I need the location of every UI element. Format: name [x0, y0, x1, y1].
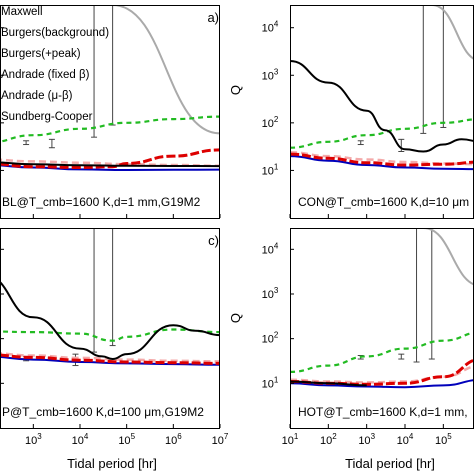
- series-line-3-burgers-peak-: [290, 358, 474, 386]
- x-tick-label-2-2: 103: [25, 432, 42, 447]
- series-line-3-maxwell: [290, 380, 367, 387]
- series-line-1-sundberg-cooper: [431, 5, 474, 60]
- series-line-2-andrade-: [0, 352, 220, 363]
- annotation-d: HOT@T_cmb=1600 K,d=1 mm,: [298, 405, 468, 419]
- x-tick-label-3-4: 105: [435, 432, 452, 447]
- y-tick-exponent-3-1: 2: [274, 331, 279, 340]
- series-line-1-burgers-peak-: [290, 152, 474, 167]
- series-line-1-maxwell: [290, 60, 474, 153]
- panel-1-plot: [290, 5, 474, 171]
- panel-frame-0: [0, 5, 220, 219]
- series-line-2-maxwell: [0, 280, 220, 361]
- x-tick-exponent-2-5: 6: [177, 432, 182, 441]
- series-line-1-burgers-background-: [290, 155, 474, 171]
- x-tick-label-3-0: 101: [282, 432, 299, 447]
- series-line-0-burgers-peak-: [0, 148, 220, 170]
- y-tick-label-1-1: 102: [262, 115, 279, 130]
- ylabel-bottom: Q: [228, 313, 243, 323]
- y-tick-exponent-1-2: 3: [274, 67, 279, 76]
- x-tick-label-2-6: 107: [212, 432, 229, 447]
- series-line-0-burgers-background-: [0, 164, 220, 172]
- y-tick-exponent-1-1: 2: [274, 115, 279, 124]
- x-tick-label-2-3: 104: [72, 432, 89, 447]
- panel-2-plot: [0, 228, 220, 367]
- ylabel-top: Q: [228, 85, 243, 95]
- y-tick-label-3-3: 104: [262, 241, 279, 256]
- panel-letter-a: a): [207, 10, 219, 25]
- x-tick-exponent-3-0: 1: [294, 432, 299, 441]
- series-line-2-burgers-peak-: [0, 353, 220, 365]
- panel-3-plot: [290, 228, 474, 389]
- x-tick-label-3-2: 103: [358, 432, 375, 447]
- legend: Maxwell Burgers(background) Burgers(+pea…: [1, 6, 109, 123]
- x-tick-label-2-4: 105: [118, 432, 135, 447]
- xlabel-left: Tidal period [hr]: [67, 456, 157, 471]
- y-tick-exponent-1-0: 1: [274, 162, 279, 171]
- series-line-2-andrade-fixed-: [0, 328, 220, 342]
- y-tick-exponent-3-3: 4: [274, 241, 279, 250]
- panel-0-plot: [0, 5, 220, 172]
- x-tick-exponent-3-1: 2: [332, 432, 337, 441]
- panel-frame-2: [0, 228, 220, 429]
- y-tick-label-1-2: 103: [262, 67, 279, 82]
- legend-entry-sundberg-cooper: Sundberg-Cooper: [1, 111, 93, 123]
- x-tick-exponent-2-4: 5: [131, 432, 136, 441]
- series-line-0-maxwell: [0, 161, 220, 168]
- y-tick-label-1-3: 104: [262, 20, 279, 35]
- x-tick-label-3-1: 102: [320, 432, 337, 447]
- series-line-3-burgers-background-: [290, 379, 474, 389]
- x-tick-exponent-3-2: 3: [371, 432, 376, 441]
- annotation-b: CON@T_cmb=1600 K,d=10 μm: [298, 195, 469, 209]
- y-tick-label-3-0: 101: [262, 375, 279, 390]
- panel-frame-3: [290, 228, 474, 429]
- legend-entry-andrade-mu-beta: Andrade (μ-β): [1, 90, 73, 102]
- y-tick-label-3-1: 102: [262, 331, 279, 346]
- x-tick-label-3-3: 104: [397, 432, 414, 447]
- legend-entry-burgers-background: Burgers(background): [1, 27, 109, 39]
- panel-letter-c: c): [208, 233, 219, 248]
- y-tick-exponent-1-3: 4: [274, 20, 279, 29]
- x-tick-exponent-2-3: 4: [84, 432, 89, 441]
- series-line-3-andrade-fixed-: [290, 331, 474, 373]
- series-line-0-sundberg-cooper: [112, 5, 220, 135]
- x-tick-label-2-5: 106: [165, 432, 182, 447]
- annotation-c: P@T_cmb=1600 K,d=100 μm,G19M2: [2, 405, 204, 419]
- legend-entry-maxwell: Maxwell: [1, 6, 43, 18]
- y-tick-label-1-0: 101: [262, 162, 279, 177]
- y-tick-label-3-2: 103: [262, 286, 279, 301]
- legend-entry-burgers-peak: Burgers(+peak): [1, 48, 81, 60]
- legend-entry-andrade-fixed-beta: Andrade (fixed β): [1, 69, 90, 81]
- series-line-3-sundberg-cooper: [423, 228, 474, 286]
- series-line-0-andrade-fixed-: [0, 115, 220, 143]
- annotation-a: BL@T_cmb=1600 K,d=1 mm,G19M2: [2, 195, 201, 209]
- x-tick-exponent-2-6: 7: [224, 432, 229, 441]
- y-tick-exponent-3-2: 3: [274, 286, 279, 295]
- x-tick-exponent-3-3: 4: [409, 432, 414, 441]
- x-tick-exponent-3-4: 5: [447, 432, 452, 441]
- x-tick-exponent-2-2: 3: [37, 432, 42, 441]
- xlabel-right: Tidal period [hr]: [345, 456, 435, 471]
- series-line-3-andrade-: [290, 365, 474, 384]
- y-tick-exponent-3-0: 1: [274, 375, 279, 384]
- panel-frame-1: [290, 5, 474, 219]
